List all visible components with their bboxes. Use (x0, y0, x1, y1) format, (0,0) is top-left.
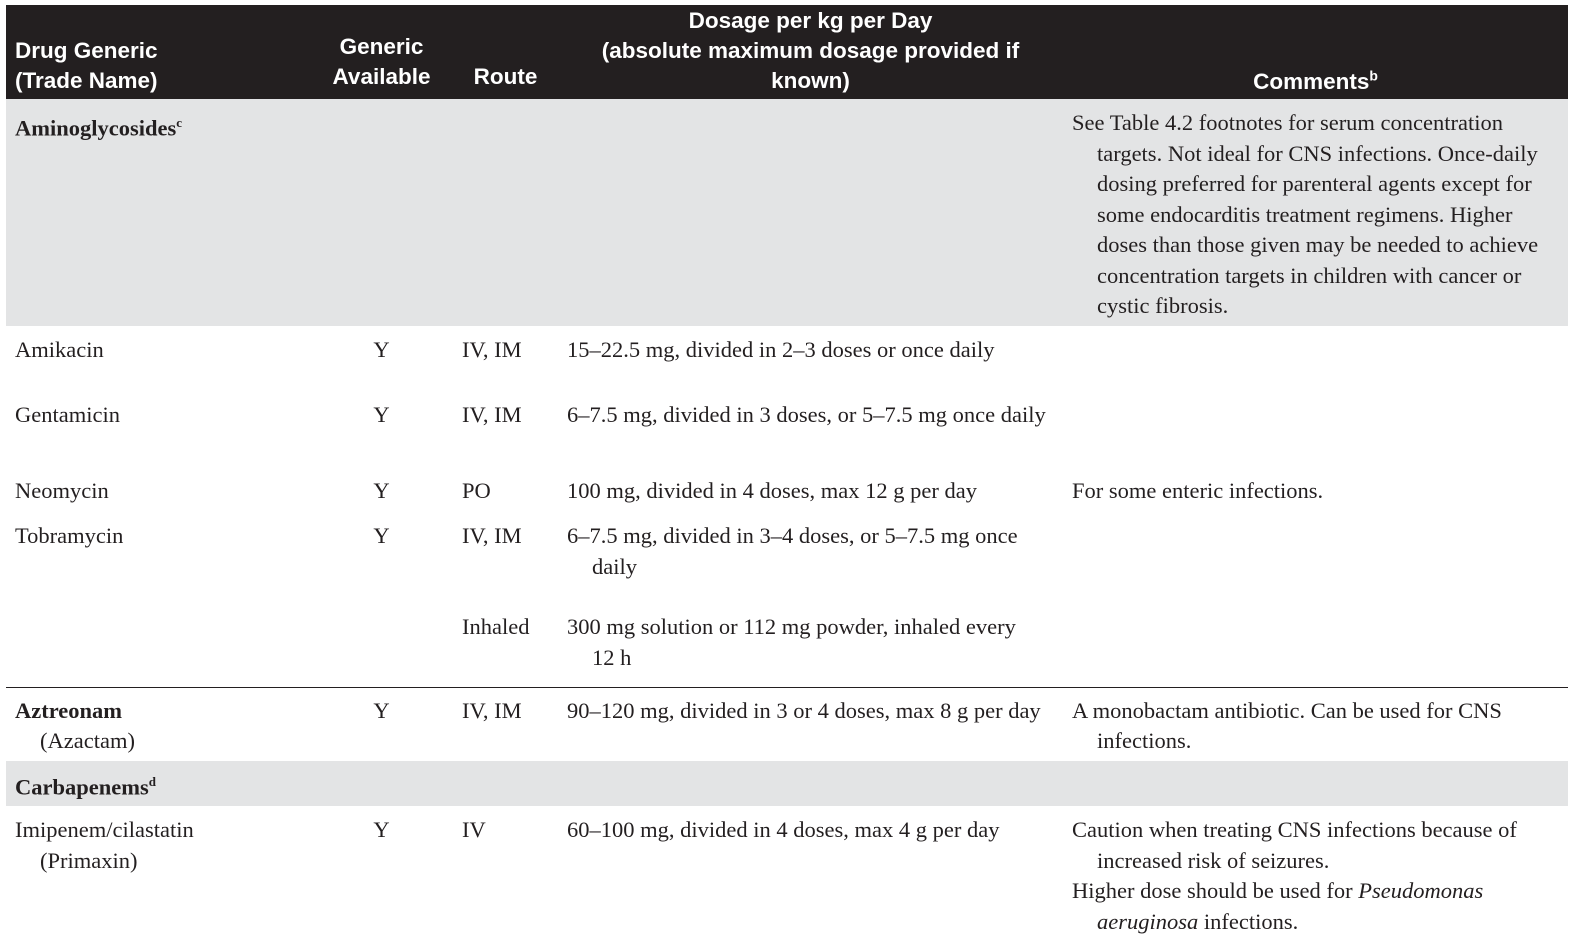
dosage: 300 mg solution or 112 mg powder, inhale… (567, 614, 1016, 670)
table-row-tobramycin-inhaled: Inhaled 300 mg solution or 112 mg powder… (6, 612, 1568, 687)
dosage: 6–7.5 mg, divided in 3 doses, or 5–7.5 m… (567, 402, 1046, 427)
organism-name: Pseudomonas aeruginosa (1097, 878, 1484, 934)
group-name-cell: Aminoglycosidesc (6, 99, 310, 326)
dosage: 15–22.5 mg, divided in 2–3 doses or once… (567, 337, 995, 362)
header-drug: Drug Generic (Trade Name) (6, 5, 310, 99)
drug-name: Amikacin (15, 337, 104, 362)
trade-name: (Primaxin) (40, 847, 138, 873)
table-row-aztreonam: Aztreonam (Azactam) Y IV, IM 90–120 mg, … (6, 686, 1568, 761)
generic-available: Y (373, 402, 390, 427)
header-comments-label: Comments (1253, 69, 1370, 94)
route: PO (462, 478, 491, 503)
drug-name: Tobramycin (15, 523, 124, 548)
drug-name: Aztreonam (15, 697, 123, 723)
drug-name: Imipenem/cilastatin (15, 817, 194, 842)
group-footnote: d (148, 774, 156, 789)
comment (1063, 521, 1568, 612)
generic-available: Y (373, 817, 390, 842)
route: IV, IM (462, 402, 522, 427)
drug-name-cell: Imipenem/cilastatin (Primaxin) (6, 806, 310, 937)
drug-name-cell: Aztreonam (Azactam) (6, 686, 310, 761)
comment (1063, 326, 1568, 400)
route: IV, IM (453, 686, 558, 761)
table-row-amikacin: Amikacin Y IV, IM 15–22.5 mg, divided in… (6, 326, 1568, 400)
route: IV (462, 817, 486, 842)
comment: Caution when treating CNS infections bec… (1063, 806, 1568, 937)
group-name: Aminoglycosides (15, 115, 177, 141)
dosage: 90–120 mg, divided in 3 or 4 doses, max … (558, 686, 1063, 761)
header-drug-line2: (Trade Name) (15, 68, 158, 93)
table-row-imipenem: Imipenem/cilastatin (Primaxin) Y IV 60–1… (6, 806, 1568, 937)
generic-available: Y (310, 686, 453, 761)
route: IV, IM (462, 523, 522, 548)
dosage: 100 mg, divided in 4 doses, max 12 g per… (567, 478, 977, 503)
comment: For some enteric infections. (1072, 478, 1324, 503)
group-footnote: c (176, 115, 183, 130)
dosage: 6–7.5 mg, divided in 3–4 doses, or 5–7.5… (567, 523, 1018, 579)
comment-line-1: Caution when treating CNS infections bec… (1072, 817, 1517, 873)
table-row-tobramycin: Tobramycin Y IV, IM 6–7.5 mg, divided in… (6, 521, 1568, 612)
trade-name: (Azactam) (40, 728, 135, 753)
comment (1063, 612, 1568, 687)
group-row-carbapenems: Carbapenemsd (6, 761, 1568, 806)
header-comments: Commentsb (1063, 5, 1568, 99)
generic-available (310, 612, 453, 687)
header-dose-line2: (absolute maximum dosage provided if (601, 38, 1020, 63)
drug-name (6, 612, 310, 687)
drug-name: Gentamicin (15, 402, 120, 427)
group-comment-text: See Table 4.2 footnotes for serum concen… (1072, 110, 1539, 318)
drug-name: Neomycin (15, 478, 109, 503)
header-route-label: Route (473, 64, 538, 89)
group-row-aminoglycosides: Aminoglycosidesc See Table 4.2 footnotes… (6, 99, 1568, 326)
group-comment: See Table 4.2 footnotes for serum concen… (1063, 99, 1568, 326)
header-generic-line2: Available (332, 64, 431, 89)
route: IV, IM (462, 337, 522, 362)
generic-available: Y (373, 523, 390, 548)
header-dose-line3: known) (771, 68, 850, 93)
drug-table-page: Drug Generic (Trade Name) Generic Availa… (6, 5, 1568, 937)
antibiotic-dosage-table: Drug Generic (Trade Name) Generic Availa… (6, 5, 1568, 937)
generic-available: Y (373, 478, 390, 503)
group-name: Carbapenems (15, 774, 149, 800)
table-row-neomycin: Neomycin Y PO 100 mg, divided in 4 doses… (6, 476, 1568, 521)
table-header: Drug Generic (Trade Name) Generic Availa… (6, 5, 1568, 99)
comment-line-2: Higher dose should be used for Pseudomon… (1072, 878, 1484, 934)
header-generic: Generic Available (310, 5, 453, 99)
header-route: Route (453, 5, 558, 99)
header-dosage: Dosage per kg per Day (absolute maximum … (558, 5, 1063, 99)
header-comments-sup: b (1369, 67, 1378, 84)
comment (1063, 400, 1568, 476)
comment: A monobactam antibiotic. Can be used for… (1063, 686, 1568, 761)
table-row-gentamicin: Gentamicin Y IV, IM 6–7.5 mg, divided in… (6, 400, 1568, 476)
header-dose-line1: Dosage per kg per Day (688, 8, 933, 33)
route: Inhaled (462, 614, 530, 639)
header-generic-line1: Generic (339, 34, 424, 59)
header-drug-line1: Drug Generic (15, 38, 158, 63)
dosage: 60–100 mg, divided in 4 doses, max 4 g p… (567, 817, 1000, 842)
group-name-cell: Carbapenemsd (6, 761, 310, 806)
generic-available: Y (373, 337, 390, 362)
